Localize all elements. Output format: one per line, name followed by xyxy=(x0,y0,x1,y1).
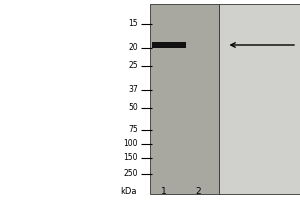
Text: 250: 250 xyxy=(124,170,138,178)
Text: 75: 75 xyxy=(128,126,138,134)
Text: 150: 150 xyxy=(124,154,138,162)
Bar xyxy=(150,4,219,194)
Text: 50: 50 xyxy=(128,104,138,112)
Text: 100: 100 xyxy=(124,140,138,148)
Text: 25: 25 xyxy=(128,62,138,71)
Text: 37: 37 xyxy=(128,85,138,94)
Text: kDa: kDa xyxy=(120,188,136,196)
Bar xyxy=(152,43,186,47)
Text: 1: 1 xyxy=(160,188,166,196)
Text: 15: 15 xyxy=(128,20,138,28)
Bar xyxy=(219,4,300,194)
Text: 2: 2 xyxy=(195,188,201,196)
Text: 20: 20 xyxy=(128,44,138,52)
